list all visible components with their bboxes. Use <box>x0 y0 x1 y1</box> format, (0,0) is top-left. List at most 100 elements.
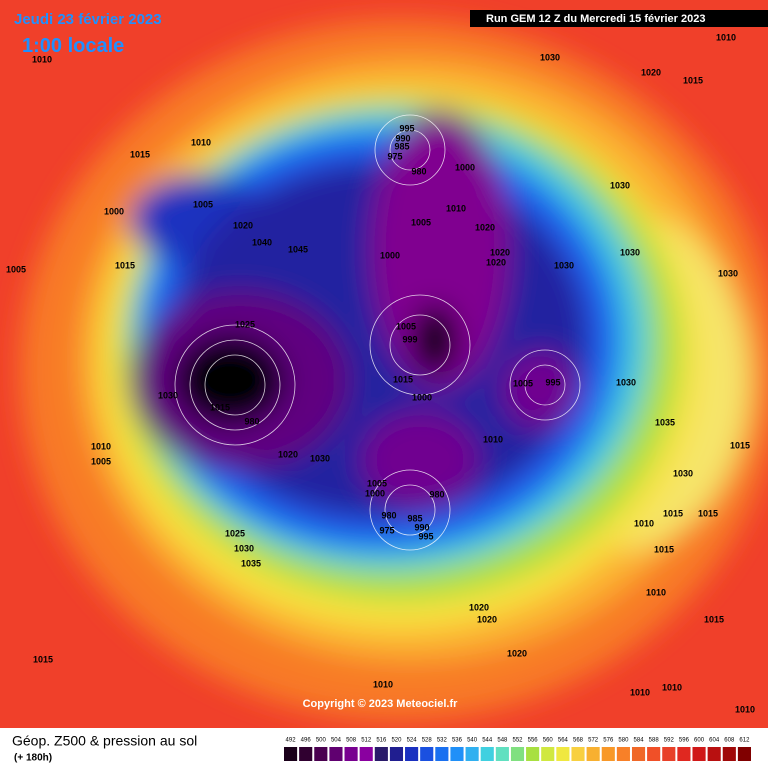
legend-label: 596 <box>679 738 690 744</box>
legend-swatch <box>465 747 479 761</box>
isobar-label: 1015 <box>654 544 674 554</box>
isobar-label: 1035 <box>241 558 261 568</box>
isobar-label: 1010 <box>662 682 682 692</box>
legend-label: 528 <box>422 738 433 744</box>
legend-swatch <box>450 747 464 761</box>
isobar-label: 1030 <box>610 180 630 190</box>
legend-swatch <box>541 747 555 761</box>
isobar-label: 1015 <box>115 260 135 270</box>
legend-label: 600 <box>694 738 705 744</box>
legend-label: 504 <box>331 738 342 744</box>
legend-swatch <box>495 747 509 761</box>
legend-swatch <box>662 747 676 761</box>
isobar-label: 1020 <box>641 67 661 77</box>
isobar-label: 1030 <box>234 543 254 553</box>
isobar-label: 1005 <box>193 199 213 209</box>
product-title: Géop. Z500 & pression au sol <box>12 733 197 749</box>
legend-label: 496 <box>301 738 312 744</box>
legend-swatch <box>405 747 419 761</box>
isobar-label: 1005 <box>6 264 26 274</box>
legend-swatch <box>344 747 358 761</box>
isobar-label: 1005 <box>411 217 431 227</box>
local-time: 1:00 locale <box>22 35 124 57</box>
legend-label: 564 <box>558 738 569 744</box>
isobar-label: 1025 <box>235 319 255 329</box>
isobar-label: 975 <box>379 525 394 535</box>
isobar-label: 980 <box>244 416 259 426</box>
copyright: Copyright © 2023 Meteociel.fr <box>303 698 459 710</box>
legend-label: 544 <box>482 738 493 744</box>
isobar-label: 1020 <box>507 648 527 658</box>
isobar-label: 1035 <box>655 417 675 427</box>
isobar-label: 1020 <box>278 449 298 459</box>
date: Jeudi 23 février 2023 <box>14 11 162 28</box>
legend-swatch <box>435 747 449 761</box>
isobar-label: 1015 <box>698 508 718 518</box>
legend-swatch <box>329 747 343 761</box>
legend-label: 556 <box>528 738 539 744</box>
legend-swatch <box>420 747 434 761</box>
legend-label: 520 <box>391 738 402 744</box>
isobar-label: 990 <box>395 133 410 143</box>
legend-swatch <box>314 747 328 761</box>
legend-label: 552 <box>512 738 523 744</box>
isobar-label: 1030 <box>310 453 330 463</box>
isobar-label: 1000 <box>104 206 124 216</box>
legend-label: 584 <box>634 738 645 744</box>
legend-swatch <box>601 747 615 761</box>
legend-label: 608 <box>724 738 735 744</box>
legend-swatch <box>722 747 736 761</box>
legend-swatch <box>677 747 691 761</box>
isobar-label: 1030 <box>540 52 560 62</box>
legend-label: 512 <box>361 738 372 744</box>
legend-label: 592 <box>664 738 675 744</box>
legend-swatch <box>374 747 388 761</box>
isobar-label: 1005 <box>367 478 387 488</box>
legend-label: 568 <box>573 738 584 744</box>
isobar-label: 1020 <box>469 602 489 612</box>
isobar-label: 1045 <box>288 244 308 254</box>
legend-label: 576 <box>603 738 614 744</box>
legend-label: 524 <box>407 738 418 744</box>
isobar-label: 1010 <box>630 687 650 697</box>
legend-label: 536 <box>452 738 463 744</box>
isobar-label: 1015 <box>730 440 750 450</box>
map-field: Run GEM 12 Z du Mercredi 15 février 2023… <box>0 0 768 728</box>
legend-label: 516 <box>376 738 387 744</box>
isobar-label: 1010 <box>32 54 52 64</box>
isobar-label: 985 <box>407 513 422 523</box>
isobar-label: 990 <box>414 522 429 532</box>
legend-label: 492 <box>286 738 297 744</box>
legend-swatch <box>359 747 373 761</box>
lead-time: (+ 180h) <box>14 753 52 764</box>
isobar-label: 1010 <box>483 434 503 444</box>
isobar-label: 1015 <box>704 614 724 624</box>
isobar-label: 1030 <box>673 468 693 478</box>
isobar-label: 980 <box>381 510 396 520</box>
isobar-label: 1015 <box>663 508 683 518</box>
isobar-label: 1000 <box>365 488 385 498</box>
isobar-labels: 1010101010301020101510151010995990985975… <box>6 32 755 714</box>
isobar-label: 1020 <box>233 220 253 230</box>
isobar-label: 985 <box>394 141 409 151</box>
isobar-label: 999 <box>402 334 417 344</box>
isobar-label: 1000 <box>380 250 400 260</box>
legend-swatch <box>647 747 661 761</box>
isobar-label: 1020 <box>477 614 497 624</box>
isobar-label: 1010 <box>446 203 466 213</box>
legend-swatch <box>616 747 630 761</box>
legend-swatch <box>284 747 298 761</box>
isobar-label: 1010 <box>716 32 736 42</box>
legend-label: 540 <box>467 738 478 744</box>
isobar-label: 1020 <box>486 257 506 267</box>
color-legend: 492 496 500 504 508 512 516 520 524 528 532 536 540 5… <box>284 738 751 761</box>
isobar-label: 1010 <box>735 704 755 714</box>
legend-label: 500 <box>316 738 327 744</box>
legend-swatch <box>707 747 721 761</box>
legend-label: 508 <box>346 738 357 744</box>
run-info: Run GEM 12 Z du Mercredi 15 février 2023 <box>486 13 705 25</box>
legend-swatch <box>692 747 706 761</box>
isobar-label: 1020 <box>490 247 510 257</box>
legend-swatch <box>526 747 540 761</box>
legend-label: 588 <box>649 738 660 744</box>
